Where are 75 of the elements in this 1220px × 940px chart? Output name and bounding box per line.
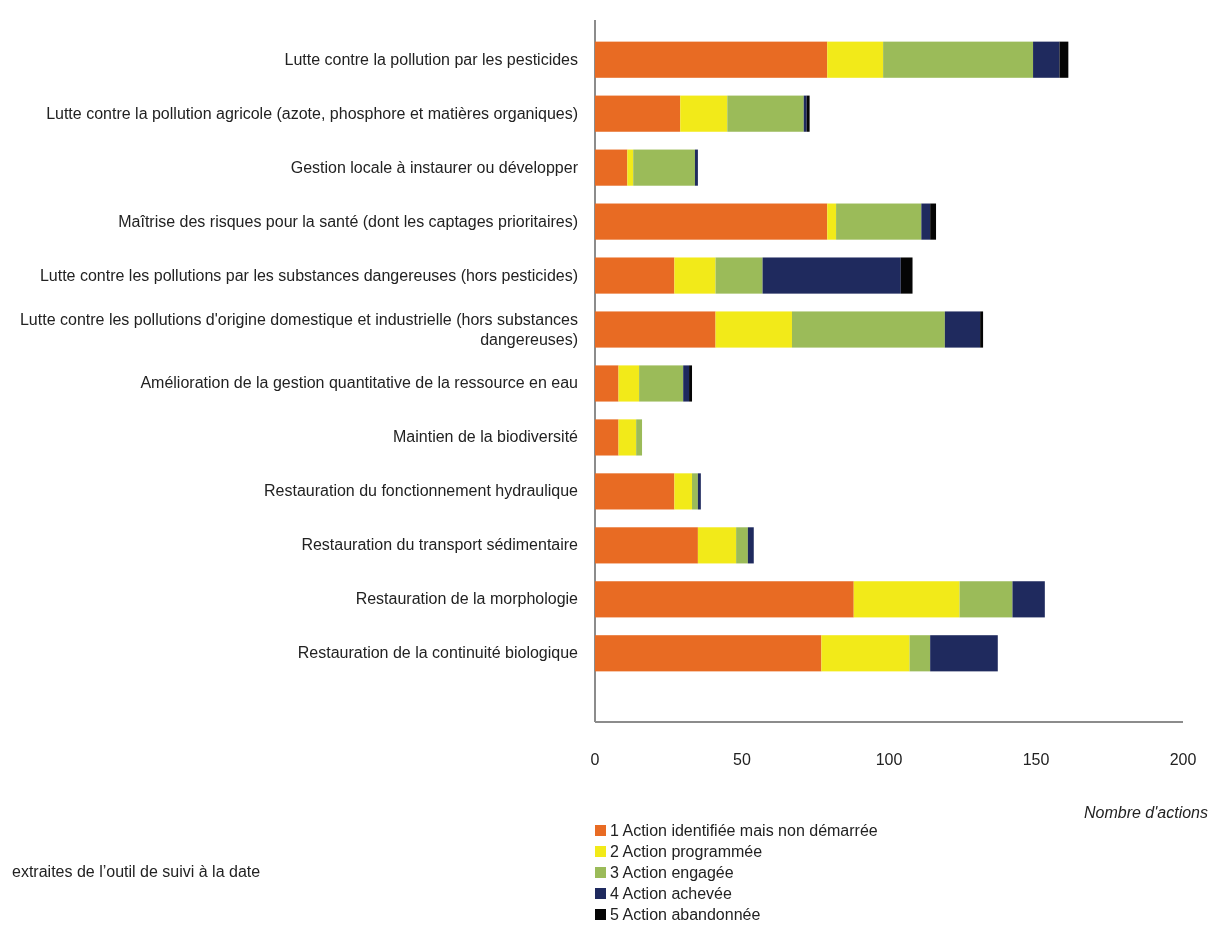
bar xyxy=(627,149,634,186)
y-tick-label: Gestion locale à instaurer ou développer xyxy=(290,158,579,176)
bar xyxy=(595,95,681,132)
bar xyxy=(853,581,960,618)
bar xyxy=(821,635,910,672)
bar xyxy=(618,365,640,402)
bar xyxy=(683,365,690,402)
x-axis-title: Nombre d'actions xyxy=(1084,804,1208,821)
y-tick-label: Restauration de la continuité biologique xyxy=(297,644,579,662)
bar xyxy=(595,635,822,672)
bar xyxy=(595,257,675,294)
x-tick-label: 50 xyxy=(733,751,751,768)
text: extraites de l’outil de suivi à la date xyxy=(12,863,261,880)
bar xyxy=(1033,41,1060,78)
bar xyxy=(633,149,695,186)
y-tick-label: Maîtrise des risques pour la santé (dont les captages prioritaires) xyxy=(118,212,578,230)
legend-label: 5 Action abandonnée xyxy=(610,906,761,923)
bar xyxy=(689,365,693,402)
bar xyxy=(727,95,804,132)
y-tick-label: Maintien de la biodiversité xyxy=(393,428,579,446)
bar xyxy=(827,41,884,78)
bar xyxy=(900,257,913,294)
bar xyxy=(930,635,998,672)
bar xyxy=(595,581,854,618)
y-tick-label: Lutte contre la pollution par les pesticides xyxy=(284,50,578,68)
x-tick-label: 100 xyxy=(875,751,903,768)
bar xyxy=(639,365,684,402)
bar xyxy=(921,203,931,240)
bar xyxy=(595,41,828,78)
bar xyxy=(595,527,698,564)
bar xyxy=(595,203,828,240)
bar xyxy=(595,311,716,348)
bar xyxy=(692,473,698,510)
bar xyxy=(1012,581,1045,618)
bar xyxy=(674,257,716,294)
bar xyxy=(736,527,748,564)
legend-label: 3 Action engagée xyxy=(610,864,734,881)
legend-label: 2 Action programmée xyxy=(610,843,763,860)
y-tick-label: Lutte contre les pollutions par les substances dangereuses (hors pesticides) xyxy=(39,266,578,284)
bar xyxy=(747,527,754,564)
y-tick-label: Restauration de la morphologie xyxy=(355,590,579,608)
bar xyxy=(715,311,792,348)
x-tick-label: 200 xyxy=(1169,751,1197,768)
y-tick-label: Lutte contre la pollution agricole (azote, phosphore et matières organiques) xyxy=(46,104,578,122)
bar xyxy=(697,473,701,510)
legend-label: 1 Action identifiée mais non démarrée xyxy=(610,822,878,839)
bar xyxy=(694,149,698,186)
bar xyxy=(595,473,675,510)
bar xyxy=(827,203,837,240)
bar xyxy=(944,311,981,348)
bar xyxy=(618,419,637,456)
y-tick-label: Restauration du transport sédimentaire xyxy=(301,536,579,554)
x-tick-label: 150 xyxy=(1022,751,1050,768)
bar xyxy=(930,203,937,240)
x-tick-label: 0 xyxy=(590,751,600,768)
bar xyxy=(680,95,728,132)
bar xyxy=(636,419,643,456)
bar xyxy=(697,527,737,564)
bar xyxy=(762,257,901,294)
bar xyxy=(595,149,628,186)
bar xyxy=(959,581,1013,618)
bar xyxy=(595,419,619,456)
bar xyxy=(909,635,931,672)
y-tick-label: Restauration du fonctionnement hydraulique xyxy=(264,482,579,500)
legend-label: 4 Action achevée xyxy=(610,885,732,902)
bar xyxy=(791,311,945,348)
y-tick-label: Lutte contre les pollutions d'origine domestique et industrielle (hors substances dangereuses) xyxy=(19,310,578,348)
bar xyxy=(980,311,984,348)
bar xyxy=(674,473,693,510)
bar xyxy=(1059,41,1069,78)
bar xyxy=(836,203,922,240)
bar xyxy=(715,257,763,294)
bar xyxy=(883,41,1034,78)
y-tick-label: Amélioration de la gestion quantitative de la ressource en eau xyxy=(140,374,578,392)
bar xyxy=(595,365,619,402)
